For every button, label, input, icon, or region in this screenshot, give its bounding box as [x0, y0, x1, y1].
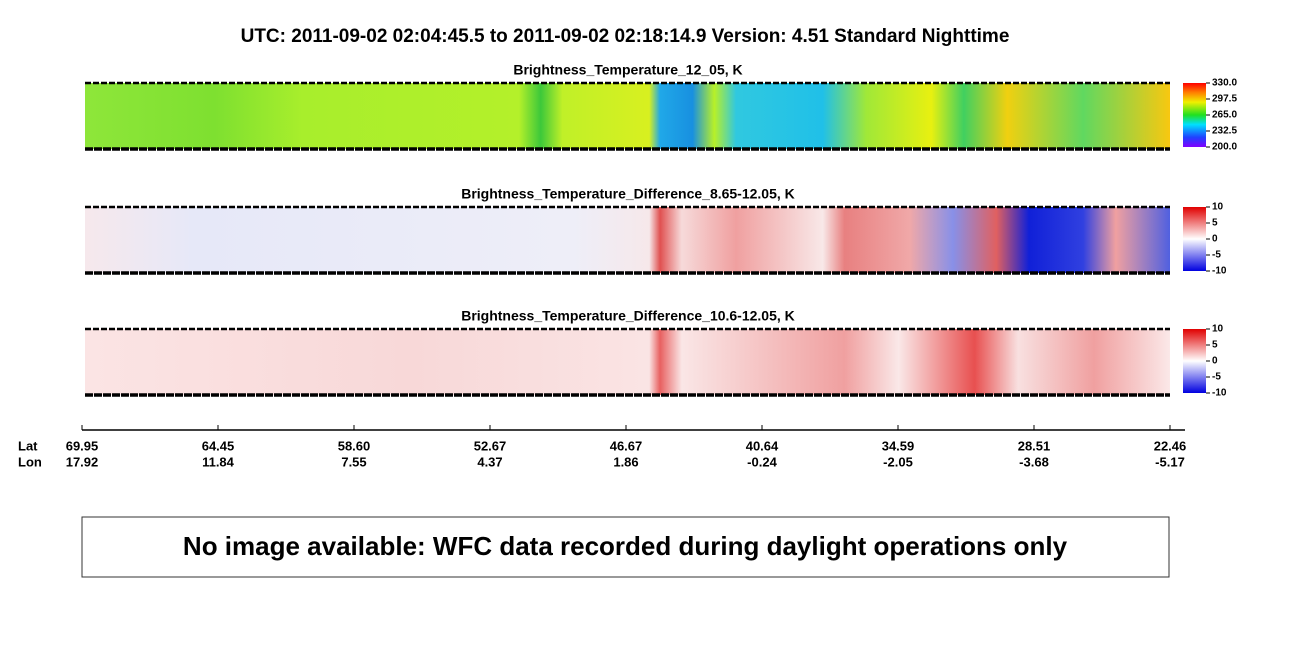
colorbar-tick-label: -5	[1212, 250, 1221, 261]
lat-label: Lat	[18, 438, 38, 453]
lat-tick-label: 22.46	[1154, 438, 1187, 453]
panel-title: Brightness_Temperature_12_05, K	[513, 62, 742, 78]
colorbar	[1183, 207, 1206, 271]
colorbar-tick-label: 200.0	[1212, 142, 1237, 153]
lon-tick-label: -5.17	[1155, 454, 1185, 469]
colorbar-tick-label: 5	[1212, 218, 1218, 229]
panel-title: Brightness_Temperature_Difference_10.6-1…	[461, 308, 795, 324]
lat-tick-label: 28.51	[1018, 438, 1051, 453]
colorbar-tick-label: 0	[1212, 356, 1218, 367]
colorbar-tick-label: 297.5	[1212, 94, 1237, 105]
lon-tick-label: 4.37	[477, 454, 502, 469]
colorbar-tick-label: 5	[1212, 340, 1218, 351]
image-strip	[85, 83, 1170, 149]
lat-tick-label: 52.67	[474, 438, 507, 453]
colorbar-tick-label: 232.5	[1212, 126, 1237, 137]
lat-tick-label: 46.67	[610, 438, 643, 453]
lon-tick-label: 7.55	[341, 454, 366, 469]
lat-tick-label: 34.59	[882, 438, 915, 453]
lat-tick-label: 64.45	[202, 438, 235, 453]
colorbar-tick-label: 330.0	[1212, 78, 1237, 89]
lon-tick-label: 11.84	[202, 454, 235, 469]
colorbar-tick-label: 10	[1212, 324, 1224, 335]
lon-tick-label: 1.86	[613, 454, 638, 469]
image-strip	[85, 329, 1170, 395]
page-title: UTC: 2011-09-02 02:04:45.5 to 2011-09-02…	[241, 26, 1010, 47]
colorbar-tick-label: 265.0	[1212, 110, 1237, 121]
lat-tick-label: 58.60	[338, 438, 371, 453]
lon-label: Lon	[18, 454, 42, 469]
lat-tick-label: 69.95	[66, 438, 99, 453]
panels: Brightness_Temperature_12_05, K 330.0 297.…	[85, 62, 1237, 399]
image-strip	[85, 207, 1170, 273]
lon-tick-label: 17.92	[66, 454, 99, 469]
colorbar	[1183, 329, 1206, 393]
colorbar	[1183, 83, 1206, 147]
lon-tick-label: -2.05	[883, 454, 913, 469]
colorbar-tick-label: 10	[1212, 202, 1224, 213]
colorbar-tick-label: 0	[1212, 234, 1218, 245]
colorbar-tick-label: -10	[1212, 388, 1227, 399]
message-box	[81, 516, 1170, 578]
panel-title: Brightness_Temperature_Difference_8.65-1…	[461, 186, 795, 202]
colorbar-tick-label: -5	[1212, 372, 1221, 383]
lat-tick-label: 40.64	[746, 438, 779, 453]
lon-tick-label: -0.24	[747, 454, 777, 469]
lon-tick-label: -3.68	[1019, 454, 1049, 469]
colorbar-tick-label: -10	[1212, 266, 1227, 277]
message: No image available: WFC data recorded du…	[183, 531, 1068, 561]
